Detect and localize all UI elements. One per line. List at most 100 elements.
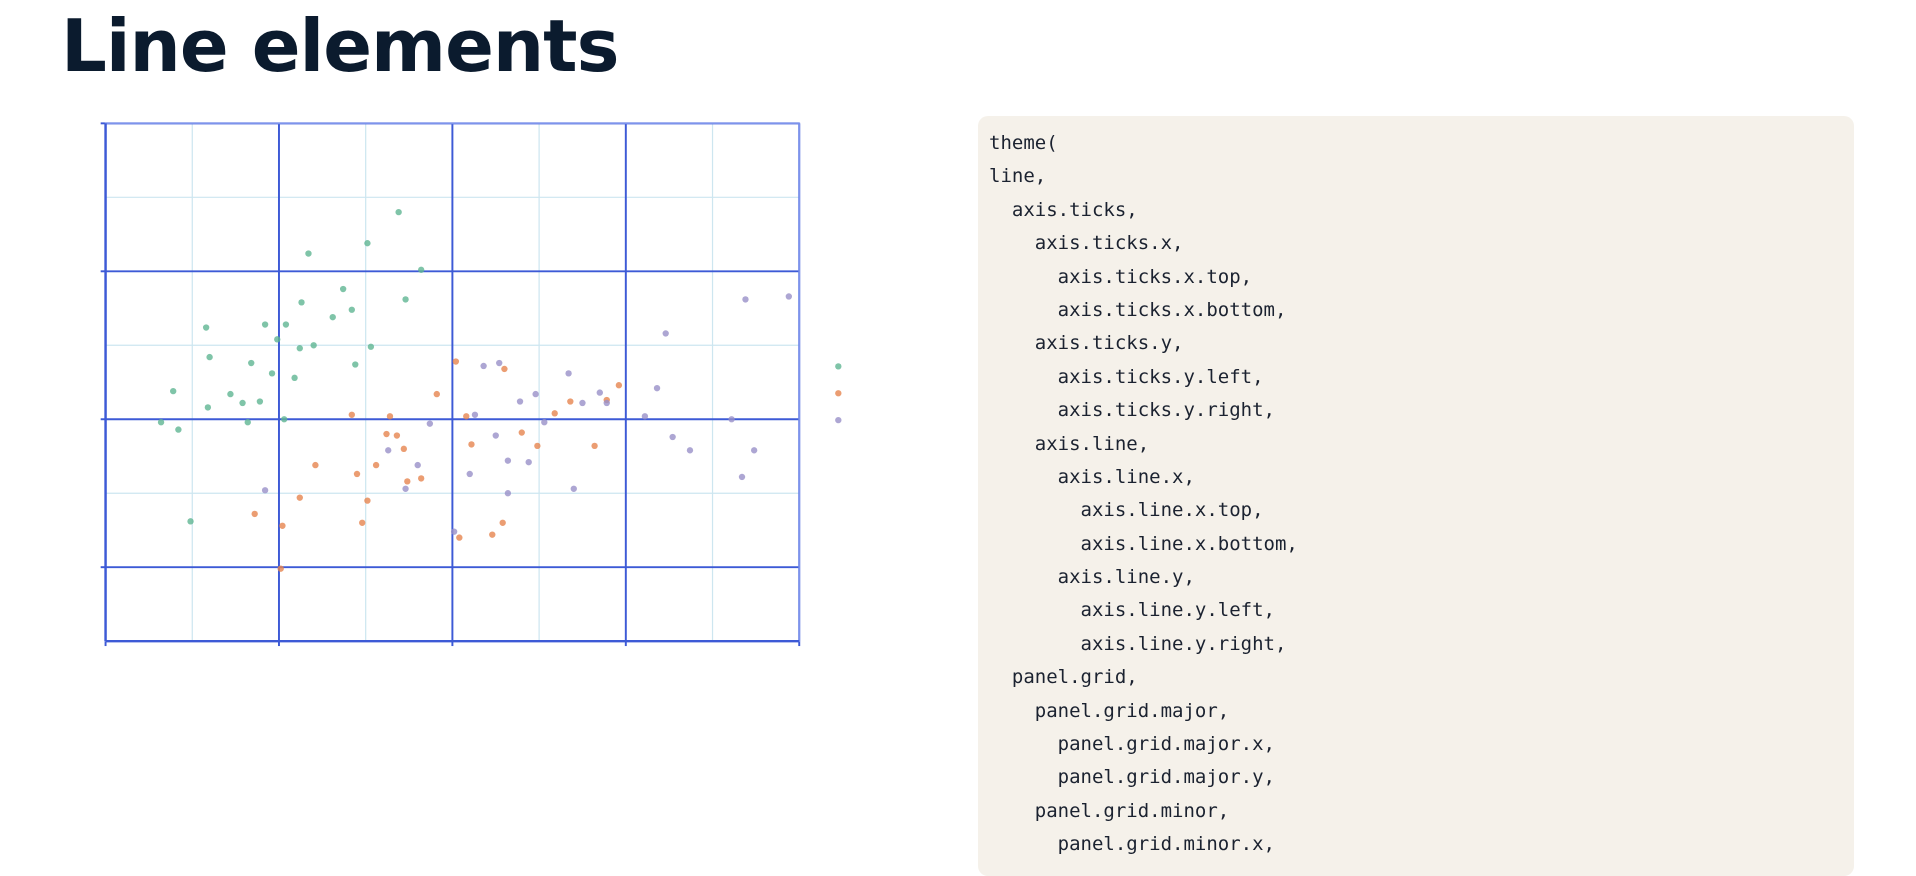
legend-key	[835, 416, 842, 424]
point	[518, 429, 525, 436]
point	[268, 370, 276, 377]
code-line: panel.grid.minor,	[989, 799, 1230, 822]
point	[296, 345, 303, 352]
plot	[100, 122, 842, 647]
code-line: axis.ticks.y.right,	[989, 399, 1275, 422]
point	[400, 445, 408, 453]
point	[359, 519, 366, 526]
point	[348, 306, 355, 313]
point	[541, 419, 548, 426]
point	[480, 362, 487, 370]
point	[738, 473, 746, 481]
point	[339, 285, 347, 293]
point	[414, 461, 421, 469]
point	[567, 398, 574, 405]
point	[504, 490, 512, 497]
point	[385, 447, 392, 454]
point	[170, 387, 177, 395]
point	[662, 330, 669, 337]
point	[603, 399, 610, 407]
point	[499, 519, 506, 526]
point	[282, 321, 290, 328]
point	[261, 487, 269, 494]
point	[468, 441, 475, 448]
point	[383, 430, 390, 438]
point	[187, 518, 194, 525]
code-line: axis.ticks,	[989, 198, 1138, 221]
point	[750, 447, 758, 454]
point	[785, 293, 793, 300]
point	[291, 374, 298, 381]
code-block: theme( line, axis.ticks, axis.ticks.x, ax…	[978, 116, 1854, 876]
point	[248, 359, 255, 367]
legend-key	[835, 390, 842, 397]
point	[516, 398, 524, 405]
code-line: axis.line.x,	[989, 465, 1195, 488]
code-line: axis.ticks.x.bottom,	[989, 298, 1287, 321]
point	[386, 413, 394, 420]
point	[492, 432, 499, 439]
code-line: axis.line.y,	[989, 566, 1195, 589]
point	[452, 358, 460, 365]
point	[274, 336, 281, 343]
point	[239, 399, 246, 407]
code-line: panel.grid.major.x,	[989, 733, 1275, 756]
code-line: panel.grid,	[989, 666, 1138, 689]
code-line: axis.ticks.x.top,	[989, 265, 1253, 288]
point	[489, 531, 496, 538]
code-line: axis.line,	[989, 432, 1150, 455]
point	[367, 343, 375, 350]
code-line: axis.ticks.y,	[989, 332, 1184, 355]
legend-key	[835, 363, 842, 370]
code-line: line,	[989, 165, 1047, 188]
point	[418, 266, 425, 273]
point	[418, 475, 425, 482]
point	[310, 342, 317, 349]
point	[653, 384, 661, 392]
point	[456, 534, 463, 541]
code-line: axis.ticks.x,	[989, 232, 1184, 255]
point	[525, 458, 532, 466]
point	[570, 485, 577, 492]
point	[579, 399, 586, 407]
point	[742, 296, 749, 303]
point	[450, 528, 458, 535]
point	[204, 404, 212, 411]
point	[395, 208, 402, 216]
code-line: panel.grid.major.y,	[989, 766, 1275, 789]
point	[298, 299, 305, 306]
point	[261, 321, 269, 328]
code-line: axis.line.x.top,	[989, 499, 1264, 522]
point	[496, 359, 503, 367]
point	[296, 494, 303, 501]
point	[466, 470, 473, 478]
point	[463, 413, 470, 420]
point	[244, 419, 251, 426]
code-line: axis.line.x.bottom,	[989, 532, 1298, 555]
point	[305, 250, 312, 257]
point	[206, 353, 213, 361]
code-line: axis.ticks.y.left,	[989, 365, 1264, 388]
point	[364, 240, 371, 247]
point	[669, 433, 676, 441]
point	[532, 390, 539, 398]
point	[256, 398, 264, 405]
page-title: Line elements	[61, 4, 619, 88]
code-line: axis.line.y.left,	[989, 599, 1275, 622]
point	[281, 416, 288, 423]
point	[615, 382, 623, 389]
point	[471, 411, 479, 418]
point	[277, 565, 284, 572]
point	[402, 485, 409, 492]
point	[641, 413, 649, 420]
point	[372, 461, 380, 469]
point	[686, 447, 694, 454]
point	[227, 390, 234, 398]
point	[534, 442, 541, 450]
point	[393, 432, 401, 439]
code-line: theme(	[989, 132, 1058, 154]
point	[352, 361, 359, 368]
point	[433, 390, 440, 398]
point	[202, 324, 210, 331]
point	[728, 416, 735, 423]
